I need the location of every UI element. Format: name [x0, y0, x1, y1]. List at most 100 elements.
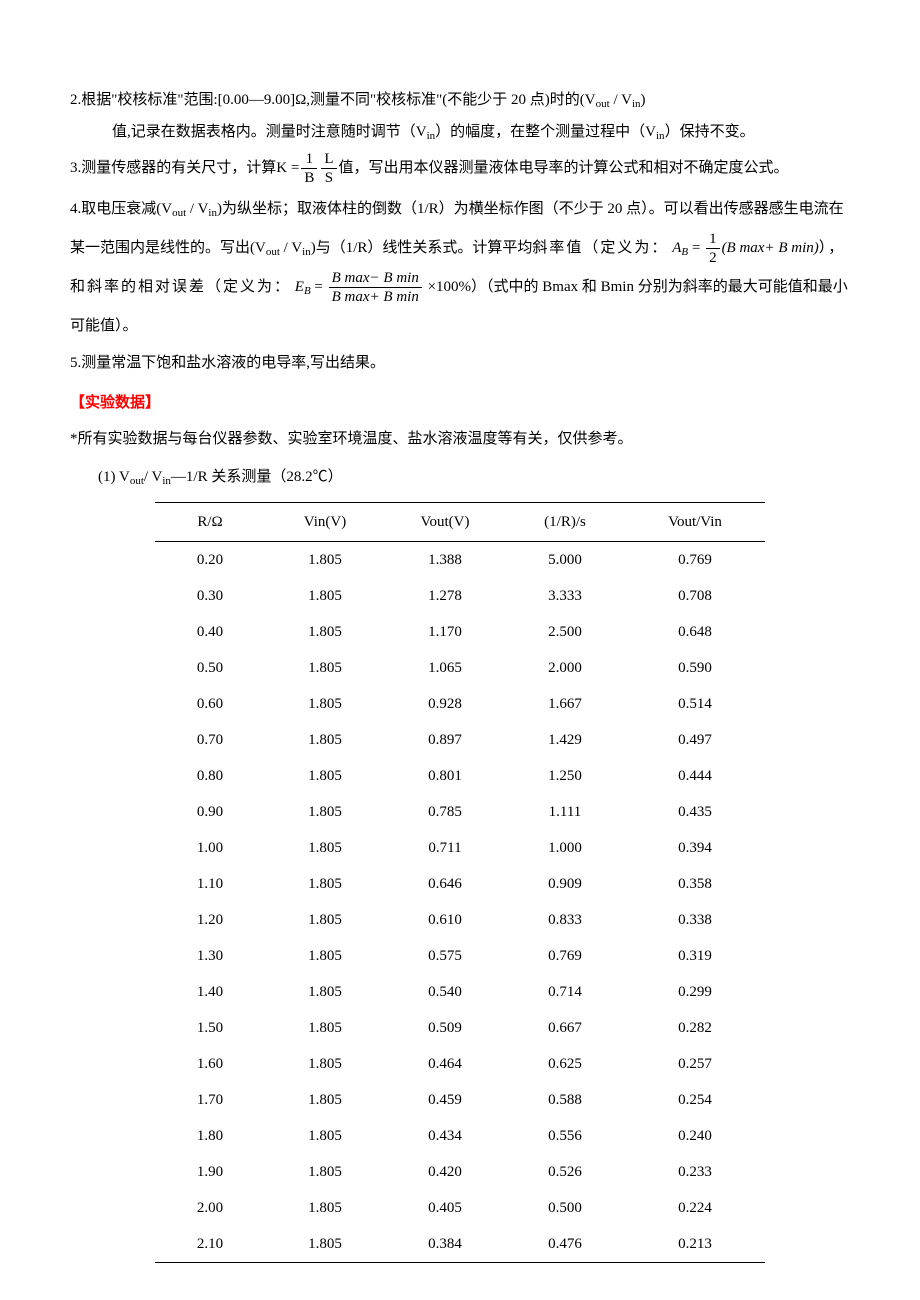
table-row: 1.201.8050.6100.8330.338 [155, 902, 765, 938]
cell-r: 0.50 [155, 650, 265, 686]
table-row: 1.401.8050.5400.7140.299 [155, 974, 765, 1010]
cell-r: 0.20 [155, 542, 265, 579]
frac-1b: 1B [301, 150, 317, 187]
half-num: 1 [706, 230, 720, 249]
cell-ratio: 0.444 [625, 758, 765, 794]
vin-sub3: in [302, 246, 311, 258]
col-header-vin: Vin(V) [265, 503, 385, 542]
cell-r: 0.70 [155, 722, 265, 758]
sub-in: in [162, 475, 171, 487]
p3-text-b: 值，写出用本仪器测量液体电导率的计算公式和相对不确定度公式。 [339, 160, 789, 176]
p2-text-d: ）保持不变。 [665, 124, 755, 140]
paragraph-5: 5.测量常温下饱和盐水溶液的电导率,写出结果。 [70, 348, 850, 378]
cell-ir: 1.250 [505, 758, 625, 794]
vin-sym2: V [198, 201, 209, 217]
cell-ir: 1.111 [505, 794, 625, 830]
cell-r: 1.90 [155, 1154, 265, 1190]
cell-r: 1.20 [155, 902, 265, 938]
p4-text-a: 4.取电压衰减 [70, 201, 156, 217]
p4-text-c: 与（1/R）线性关系式。计算平均 [316, 240, 533, 256]
cell-ir: 0.714 [505, 974, 625, 1010]
cell-vin: 1.805 [265, 1010, 385, 1046]
cell-ratio: 0.394 [625, 830, 765, 866]
vout-sym3: V [255, 240, 266, 256]
cell-vin: 1.805 [265, 866, 385, 902]
cell-vout: 0.575 [385, 938, 505, 974]
paragraph-2: 2.根据"校核标准"范围:[0.00—9.00]Ω,测量不同"校核标准"(不能少… [70, 85, 850, 115]
cell-ir: 0.833 [505, 902, 625, 938]
table-row: 1.701.8050.4590.5880.254 [155, 1082, 765, 1118]
table-row: 1.601.8050.4640.6250.257 [155, 1046, 765, 1082]
cell-ratio: 0.358 [625, 866, 765, 902]
cell-ir: 0.500 [505, 1190, 625, 1226]
cell-r: 2.00 [155, 1190, 265, 1226]
table-row: 2.101.8050.3840.4760.213 [155, 1226, 765, 1263]
cell-vin: 1.805 [265, 578, 385, 614]
cell-r: 1.10 [155, 866, 265, 902]
vout-sub2: out [172, 207, 186, 219]
data-note: *所有实验数据与每台仪器参数、实验室环境温度、盐水溶液温度等有关，仅供参考。 [70, 424, 850, 454]
table-row: 0.201.8051.3885.0000.769 [155, 542, 765, 579]
half-den: 2 [706, 249, 720, 267]
table-row: 0.501.8051.0652.0000.590 [155, 650, 765, 686]
cell-ratio: 0.497 [625, 722, 765, 758]
p2-text-c: ）的幅度，在整个测量过程中（V [435, 124, 656, 140]
eb-den: B max+ B min [329, 288, 422, 306]
cell-ir: 0.476 [505, 1226, 625, 1263]
cell-ratio: 0.299 [625, 974, 765, 1010]
cell-ratio: 0.254 [625, 1082, 765, 1118]
frac-half: 12 [706, 230, 720, 267]
ab-sub: B [681, 246, 688, 258]
cell-ratio: 0.213 [625, 1226, 765, 1263]
cell-vin: 1.805 [265, 614, 385, 650]
eb-eq: = [311, 279, 327, 295]
cell-vin: 1.805 [265, 542, 385, 579]
table-row: 0.301.8051.2783.3330.708 [155, 578, 765, 614]
cell-r: 1.60 [155, 1046, 265, 1082]
eb-num: B max− B min [329, 269, 422, 288]
col-header-ir: (1/R)/s [505, 503, 625, 542]
cell-ir: 0.625 [505, 1046, 625, 1082]
table-row: 0.801.8050.8011.2500.444 [155, 758, 765, 794]
vout-vin-expr2: (Vout / Vin) [156, 201, 222, 217]
ab-a: A [672, 240, 681, 256]
cell-vin: 1.805 [265, 758, 385, 794]
cell-vout: 1.388 [385, 542, 505, 579]
cell-vin: 1.805 [265, 794, 385, 830]
table-row: 0.901.8050.7851.1110.435 [155, 794, 765, 830]
sub-out: out [130, 475, 144, 487]
den1: B [301, 169, 317, 187]
vin-sub: in [632, 98, 641, 110]
cell-r: 1.30 [155, 938, 265, 974]
table-row: 0.401.8051.1702.5000.648 [155, 614, 765, 650]
eb-sub: B [304, 285, 311, 297]
cell-vout: 0.897 [385, 722, 505, 758]
vin-sym3: V [291, 240, 302, 256]
cell-vout: 0.459 [385, 1082, 505, 1118]
cell-ir: 3.333 [505, 578, 625, 614]
cell-ratio: 0.769 [625, 542, 765, 579]
cell-vout: 0.540 [385, 974, 505, 1010]
cell-vout: 0.509 [385, 1010, 505, 1046]
table-subtitle: (1) Vout/ Vin—1/R 关系测量（28.2℃） [70, 462, 850, 492]
vin-sub-small: in [427, 130, 436, 142]
vin-sub2: in [208, 207, 217, 219]
cell-vin: 1.805 [265, 1046, 385, 1082]
cell-ir: 1.429 [505, 722, 625, 758]
sub-b: / V [144, 469, 162, 485]
num2: L [321, 150, 336, 169]
den2: S [321, 169, 336, 187]
slash: / [610, 92, 621, 108]
cell-vout: 0.785 [385, 794, 505, 830]
table-row: 1.801.8050.4340.5560.240 [155, 1118, 765, 1154]
table-row: 1.001.8050.7111.0000.394 [155, 830, 765, 866]
cell-r: 0.40 [155, 614, 265, 650]
cell-vout: 1.170 [385, 614, 505, 650]
cell-vout: 0.464 [385, 1046, 505, 1082]
cell-vout: 1.065 [385, 650, 505, 686]
vout-vin-expr: (Vout / Vin) [580, 92, 646, 108]
num1: 1 [301, 150, 317, 169]
p2-text-a: 2.根据"校核标准"范围:[0.00—9.00]Ω,测量不同"校核标准"(不能少… [70, 92, 580, 108]
cell-ratio: 0.514 [625, 686, 765, 722]
cell-ir: 0.556 [505, 1118, 625, 1154]
